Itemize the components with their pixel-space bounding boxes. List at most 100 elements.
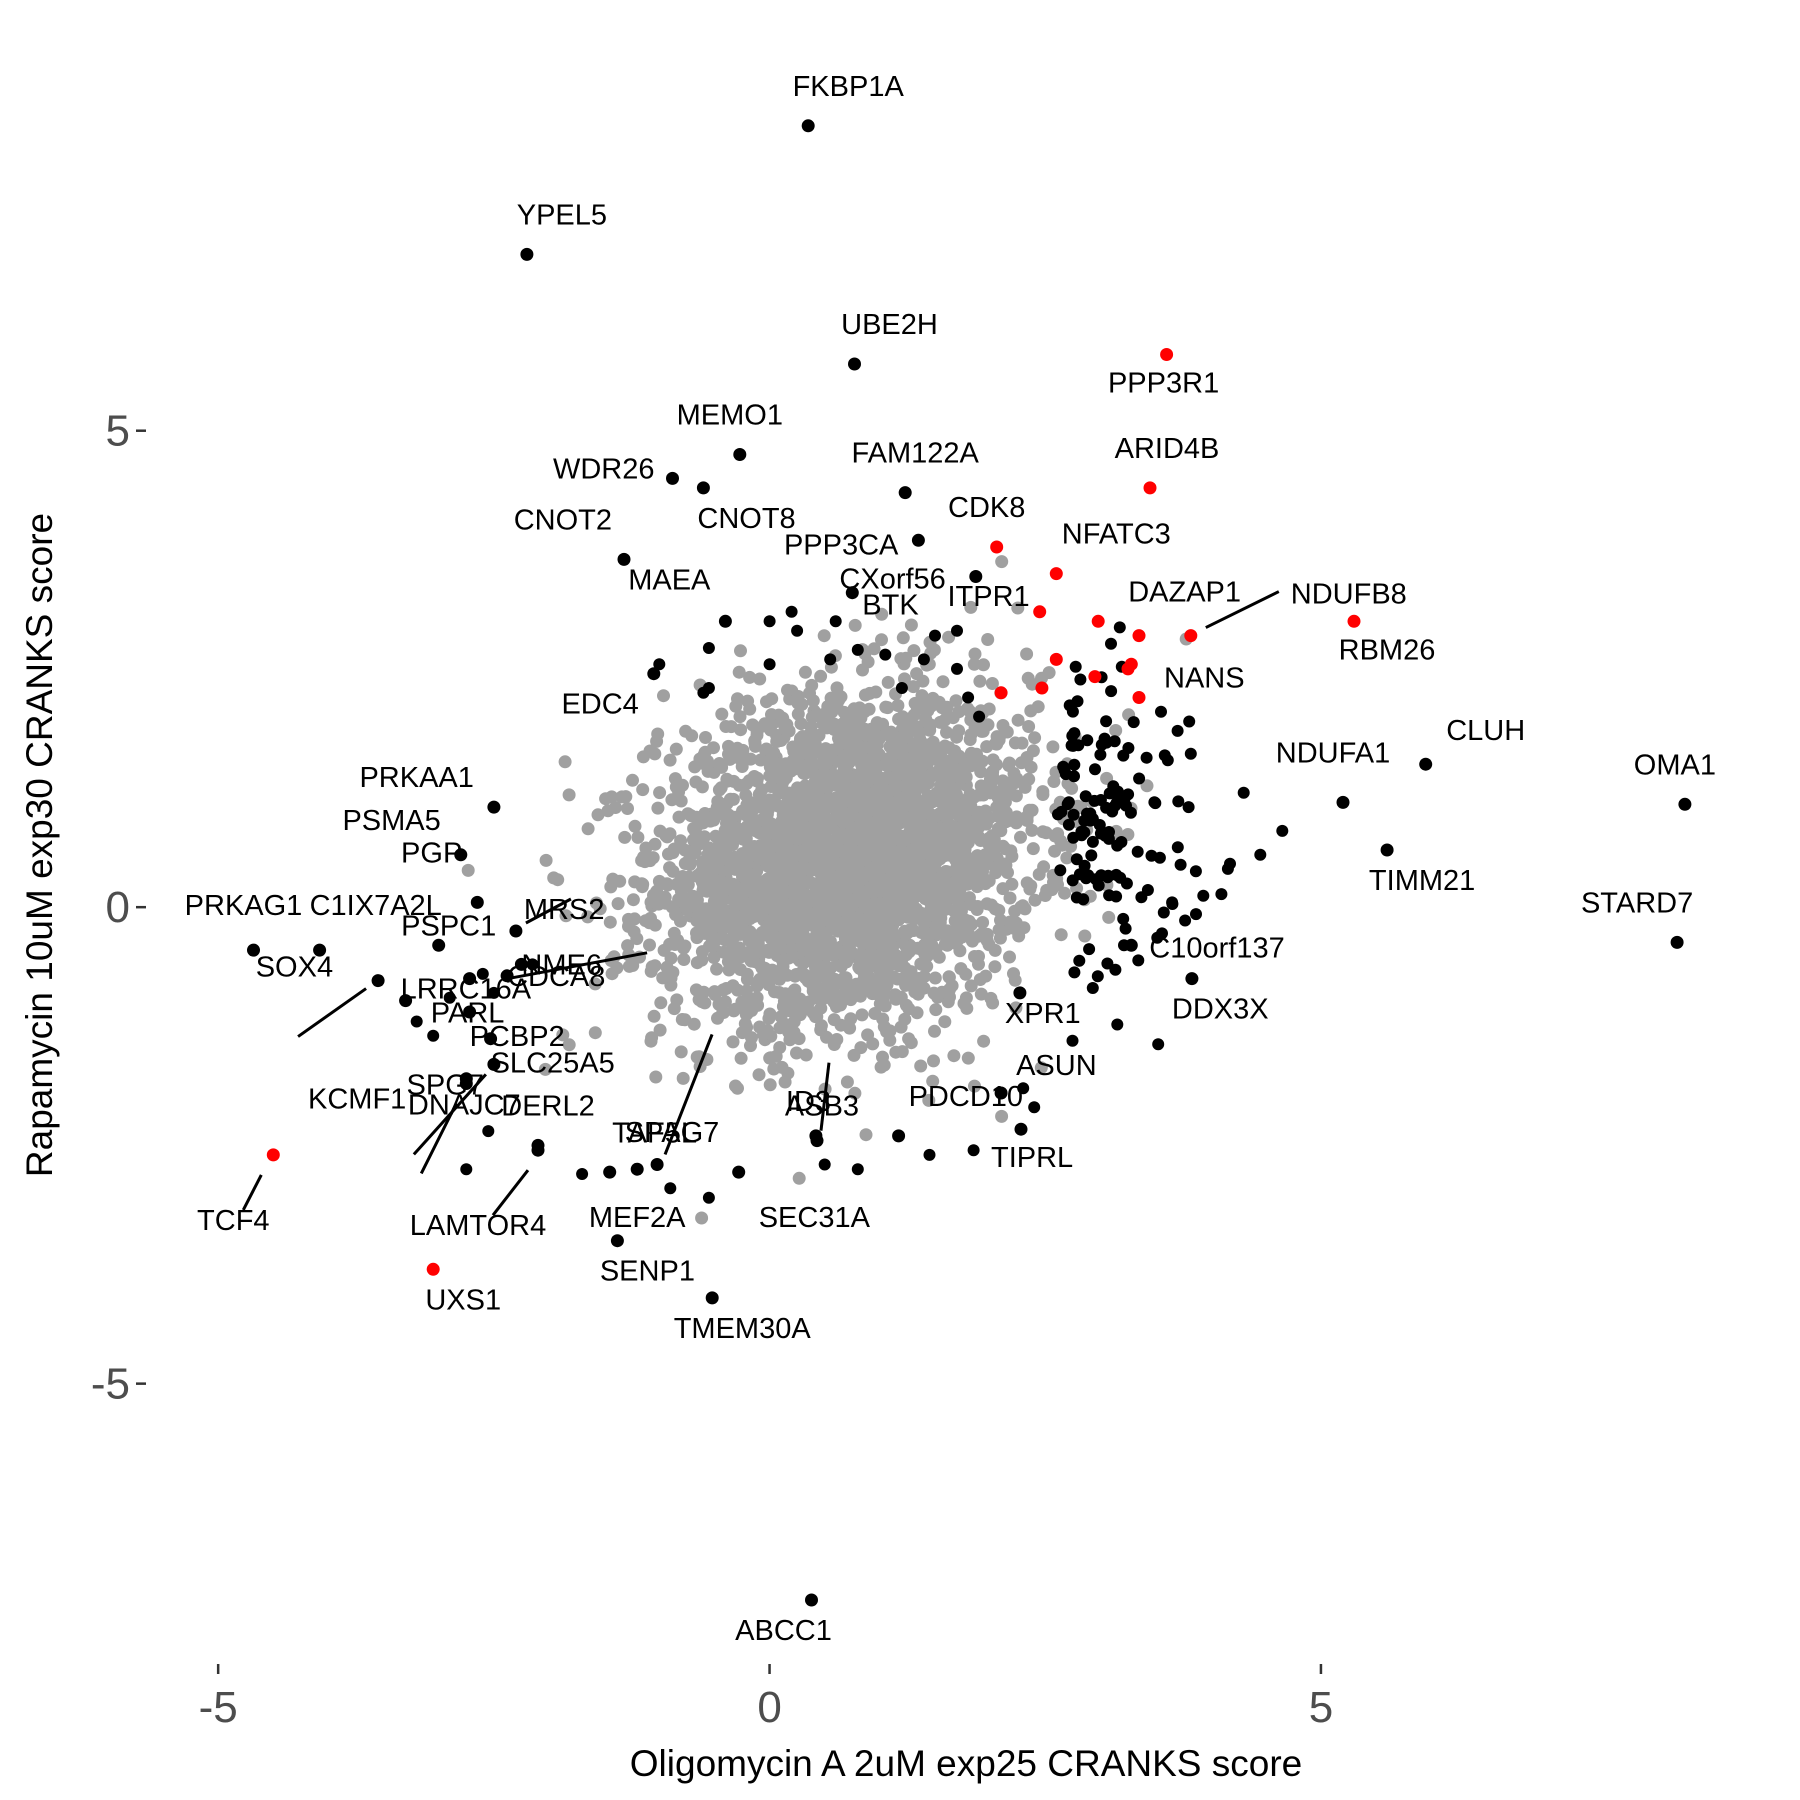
background-point	[976, 788, 990, 802]
background-point	[732, 665, 746, 679]
labeled-point	[1185, 972, 1199, 986]
significant-point	[1182, 801, 1195, 814]
background-point	[605, 967, 619, 981]
background-point	[855, 936, 869, 950]
background-point	[738, 1017, 752, 1031]
background-point	[558, 755, 572, 769]
background-point	[1003, 950, 1016, 964]
leader-line	[1205, 590, 1280, 629]
background-point	[874, 791, 888, 805]
labeled-point	[1124, 938, 1138, 952]
background-point	[781, 683, 794, 697]
background-point	[731, 692, 744, 706]
x-tick-label-1: 0	[757, 1683, 781, 1732]
leader-line	[241, 1174, 263, 1211]
background-point	[707, 951, 721, 964]
background-point	[1038, 889, 1052, 902]
labeled-point	[454, 848, 468, 862]
significant-point	[1101, 957, 1114, 970]
background-point	[825, 705, 839, 719]
background-point	[986, 996, 1000, 1010]
background-point	[797, 781, 811, 795]
background-point	[781, 1066, 795, 1080]
hit-point	[1088, 670, 1102, 684]
background-point	[538, 1062, 552, 1076]
x-axis-title: Oligomycin A 2uM exp25 CRANKS score	[630, 1743, 1302, 1784]
background-point	[776, 1000, 790, 1013]
background-point	[959, 913, 973, 927]
background-point	[971, 900, 985, 913]
background-point	[736, 743, 750, 757]
gene-label: TMEM30A	[674, 1313, 812, 1345]
background-point	[630, 932, 644, 946]
labeled-point	[1184, 629, 1198, 643]
significant-point	[1172, 795, 1185, 808]
labeled-point	[718, 614, 732, 628]
background-point	[866, 833, 880, 847]
background-point	[647, 1009, 661, 1023]
background-point	[860, 921, 874, 935]
gene-label: ABCC1	[735, 1615, 832, 1647]
background-point	[717, 945, 731, 959]
background-point	[712, 757, 726, 770]
hit-point	[1132, 629, 1146, 643]
labeled-point	[845, 586, 859, 600]
background-point	[869, 815, 883, 829]
background-point	[652, 897, 666, 911]
gene-label: PRKAA1	[359, 762, 473, 794]
background-point	[867, 642, 881, 656]
background-point	[676, 1071, 690, 1085]
background-point	[966, 815, 980, 829]
background-point	[956, 868, 969, 882]
significant-point	[967, 1144, 980, 1157]
background-point	[895, 835, 909, 849]
background-point	[894, 990, 908, 1004]
background-point	[928, 1024, 941, 1038]
background-point	[731, 983, 745, 997]
x-tick-label-0: -5	[199, 1683, 238, 1732]
background-point	[881, 970, 895, 984]
background-point	[834, 774, 848, 788]
background-point	[830, 1033, 844, 1046]
significant-point	[664, 1182, 677, 1195]
background-point	[771, 840, 785, 853]
labeled-point	[610, 1234, 624, 1248]
background-point	[850, 863, 864, 877]
background-point	[461, 863, 475, 877]
background-point	[926, 691, 940, 705]
background-point	[840, 1075, 854, 1089]
background-point	[939, 902, 953, 916]
background-point	[860, 792, 874, 806]
significant-point	[851, 643, 864, 656]
gene-label: CXorf56	[839, 564, 945, 596]
gene-label: DDX3X	[1172, 994, 1269, 1026]
labeled-point	[809, 1129, 823, 1143]
background-point	[973, 973, 987, 986]
background-point	[866, 898, 880, 912]
background-point	[927, 1054, 940, 1068]
background-point	[925, 939, 939, 953]
background-point	[768, 944, 782, 958]
background-point	[739, 947, 753, 961]
background-point	[814, 792, 828, 806]
background-point	[988, 737, 1002, 751]
gene-label: PPP3CA	[784, 529, 899, 561]
background-point	[695, 756, 709, 770]
labeled-point	[484, 1032, 498, 1046]
background-point	[1065, 781, 1079, 795]
background-point	[995, 555, 1009, 569]
background-point	[813, 922, 827, 936]
background-point	[987, 833, 1001, 847]
background-point	[695, 953, 709, 967]
background-point	[706, 845, 719, 859]
background-point	[1078, 929, 1092, 943]
significant-point	[410, 1015, 423, 1028]
background-point	[826, 900, 840, 914]
background-point	[844, 993, 858, 1007]
labeled-point	[487, 1057, 501, 1071]
background-point	[909, 902, 923, 916]
background-point	[1022, 720, 1036, 733]
significant-point	[1110, 868, 1123, 881]
background-point	[773, 1041, 787, 1054]
background-point	[1024, 704, 1038, 718]
